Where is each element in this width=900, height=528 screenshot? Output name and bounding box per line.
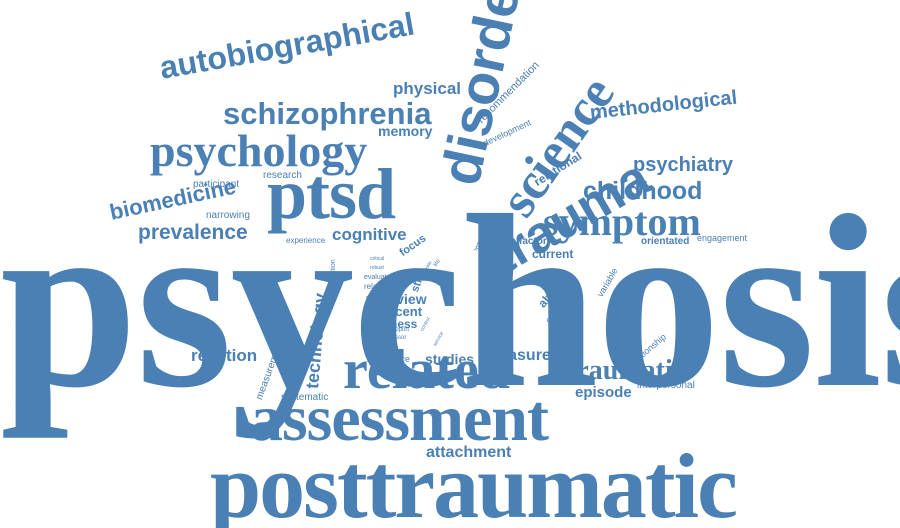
word-physical: physical xyxy=(393,79,462,98)
word-symptom: symptom xyxy=(543,199,701,244)
word-related: related xyxy=(343,339,510,401)
word-attachment: attachment xyxy=(426,444,512,461)
word-orientated: orientated xyxy=(641,236,690,247)
word-narrowing: narrowing xyxy=(206,210,250,221)
word-memory: memory xyxy=(378,123,433,139)
word-assessment: assessment xyxy=(250,382,549,455)
word-systematic: systematic xyxy=(281,392,329,403)
word-critical: critical xyxy=(370,256,385,262)
word-participant: participant xyxy=(193,179,240,190)
word-model: model xyxy=(366,295,380,301)
word-experience: experience xyxy=(286,236,326,245)
word-support: support xyxy=(389,327,410,333)
word-recurrence: recurrence xyxy=(367,354,411,364)
word-psychiatry: psychiatry xyxy=(633,154,734,176)
word-cognitive: cognitive xyxy=(332,225,407,244)
word-childhood: childhood xyxy=(583,177,703,205)
word-posttraumatic: posttraumatic xyxy=(210,435,738,528)
word-interpersonal: interpersonal xyxy=(637,380,695,391)
word-illness: illness xyxy=(380,317,418,331)
word-episode: episode xyxy=(575,384,632,401)
word-studies: studies xyxy=(425,351,475,367)
word-robust: robust xyxy=(370,265,384,271)
word-ptsd: ptsd xyxy=(267,154,396,234)
word-reaction: reaction xyxy=(191,346,258,365)
word-psychology: psychology xyxy=(150,125,368,176)
word-review: review xyxy=(383,291,427,307)
word-relation: relation xyxy=(364,282,391,291)
word-psychosis: psychosis xyxy=(0,164,900,439)
word-context: context xyxy=(369,302,389,308)
word-prevalence: prevalence xyxy=(138,221,248,244)
word-factor: factor xyxy=(519,236,547,247)
word-stressor: stressor xyxy=(385,335,407,341)
word-current: current xyxy=(532,247,574,261)
word-measure: measure xyxy=(485,347,551,364)
word-anxious: anxious xyxy=(486,256,504,262)
word-schizophrenia: schizophrenia xyxy=(223,96,432,131)
word-traumatic: traumatic xyxy=(567,355,686,386)
word-evaluate: evaluate xyxy=(364,274,391,281)
word-recent: recent xyxy=(383,304,423,319)
word-research: research xyxy=(263,170,302,181)
word-autobiographical: autobiographical xyxy=(156,5,418,86)
word-limitation: limitation xyxy=(330,259,337,287)
word-engagement: engagement xyxy=(697,233,748,243)
